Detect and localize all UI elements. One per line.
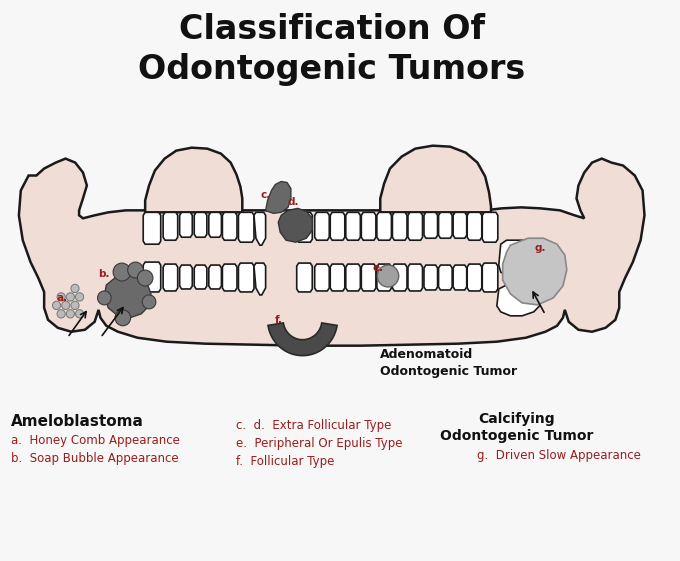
Polygon shape: [498, 240, 540, 278]
Polygon shape: [408, 213, 422, 240]
Polygon shape: [296, 213, 312, 242]
Circle shape: [66, 293, 74, 301]
Circle shape: [62, 301, 70, 310]
Text: Odontogenic Tumors: Odontogenic Tumors: [138, 53, 526, 86]
Text: g.: g.: [534, 243, 546, 253]
Text: Adenomatoid
Odontogenic Tumor: Adenomatoid Odontogenic Tumor: [380, 348, 517, 378]
Polygon shape: [408, 264, 422, 291]
Polygon shape: [497, 285, 540, 316]
Polygon shape: [222, 264, 237, 291]
Circle shape: [75, 310, 84, 318]
Polygon shape: [268, 323, 337, 356]
Polygon shape: [345, 213, 360, 240]
Polygon shape: [194, 213, 207, 237]
Text: d.: d.: [287, 197, 299, 208]
Polygon shape: [377, 264, 392, 291]
Polygon shape: [163, 264, 177, 291]
Polygon shape: [104, 274, 151, 318]
Polygon shape: [315, 264, 329, 291]
Circle shape: [128, 262, 143, 278]
Circle shape: [71, 301, 79, 310]
Polygon shape: [482, 213, 498, 242]
Polygon shape: [361, 264, 376, 291]
Polygon shape: [222, 213, 237, 240]
Polygon shape: [503, 238, 567, 305]
Text: g.  Driven Slow Appearance: g. Driven Slow Appearance: [477, 449, 641, 462]
Text: Classification Of: Classification Of: [179, 13, 485, 47]
Polygon shape: [239, 263, 254, 292]
Polygon shape: [453, 213, 466, 238]
Circle shape: [75, 293, 84, 301]
Polygon shape: [330, 264, 345, 291]
Text: Ameloblastoma: Ameloblastoma: [11, 415, 144, 429]
Polygon shape: [19, 159, 645, 346]
Polygon shape: [266, 182, 291, 213]
Polygon shape: [194, 265, 207, 289]
Circle shape: [377, 265, 398, 287]
Text: a.  Honey Comb Appearance: a. Honey Comb Appearance: [11, 434, 180, 447]
Polygon shape: [254, 263, 266, 295]
Polygon shape: [377, 213, 392, 240]
Circle shape: [52, 301, 61, 310]
Circle shape: [57, 293, 65, 301]
Text: c.  d.  Extra Follicular Type: c. d. Extra Follicular Type: [237, 419, 392, 433]
Circle shape: [71, 284, 79, 293]
Polygon shape: [143, 262, 160, 292]
Circle shape: [97, 291, 111, 305]
Polygon shape: [163, 213, 177, 240]
Text: f.: f.: [274, 315, 282, 325]
Polygon shape: [467, 213, 481, 240]
Polygon shape: [209, 265, 222, 289]
Polygon shape: [439, 213, 452, 238]
Polygon shape: [361, 213, 376, 240]
Circle shape: [142, 295, 156, 309]
Polygon shape: [392, 213, 407, 240]
Polygon shape: [424, 213, 437, 238]
Polygon shape: [424, 265, 437, 290]
Polygon shape: [254, 213, 266, 245]
Circle shape: [137, 270, 153, 286]
Polygon shape: [209, 213, 222, 237]
Polygon shape: [143, 213, 160, 244]
Text: b.  Soap Bubble Appearance: b. Soap Bubble Appearance: [11, 452, 179, 465]
Polygon shape: [380, 146, 491, 213]
Text: Calcifying
Odontogenic Tumor: Calcifying Odontogenic Tumor: [439, 412, 593, 443]
Text: a.: a.: [56, 293, 67, 303]
Polygon shape: [315, 213, 329, 240]
Text: e.  Peripheral Or Epulis Type: e. Peripheral Or Epulis Type: [237, 437, 403, 450]
Polygon shape: [439, 265, 452, 290]
Polygon shape: [345, 264, 360, 291]
Polygon shape: [296, 263, 312, 292]
Polygon shape: [392, 264, 407, 291]
Polygon shape: [239, 213, 254, 242]
Text: b.: b.: [98, 269, 109, 279]
Polygon shape: [467, 264, 481, 291]
Circle shape: [57, 310, 65, 318]
Polygon shape: [180, 265, 192, 289]
Text: c.: c.: [260, 190, 271, 200]
Text: e.: e.: [373, 263, 384, 273]
Polygon shape: [278, 208, 312, 242]
Circle shape: [113, 263, 131, 281]
Polygon shape: [453, 265, 466, 290]
Circle shape: [66, 310, 74, 318]
Circle shape: [115, 310, 131, 326]
Polygon shape: [145, 148, 242, 213]
Text: f.  Follicular Type: f. Follicular Type: [237, 455, 335, 468]
Polygon shape: [330, 213, 345, 240]
Polygon shape: [482, 263, 498, 292]
Polygon shape: [180, 213, 192, 237]
